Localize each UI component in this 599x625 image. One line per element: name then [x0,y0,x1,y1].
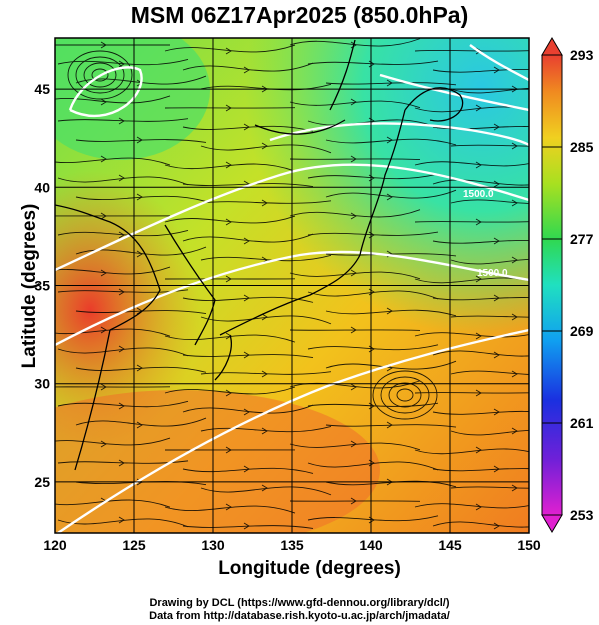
contour-label: 1500.0 [463,189,494,200]
wind-streamlines [55,38,529,530]
contour-label: 1500.0 [477,268,508,279]
colorbar: 293 285 277 269 261 253 [541,37,594,533]
y-tick-label: 25 [34,474,50,490]
x-tick-label: 130 [201,537,225,553]
credit-dcl: Drawing by DCL (https://www.gfd-dennou.o… [149,597,450,609]
geopotential-contours [55,44,529,533]
map-title: MSM 06Z17Apr2025 (850.0hPa) [130,2,469,28]
x-tick-label: 140 [359,537,383,553]
y-tick-label: 45 [34,81,50,97]
x-tick-label: 135 [280,537,304,553]
credit-data-source: Data from http://database.rish.kyoto-u.a… [149,610,450,622]
y-axis-title: Latitude (degrees) [19,203,40,369]
colorbar-tick-label: 285 [570,139,594,155]
x-tick-labels: 120 125 130 135 140 145 150 [43,537,541,553]
y-tick-label: 40 [34,179,50,195]
y-tick-labels: 25 30 35 40 45 [34,81,50,490]
y-tick-label: 35 [34,278,50,294]
coastline [55,39,464,471]
colorbar-tick-label: 261 [570,415,594,431]
colorbar-tick-label: 277 [570,231,594,247]
x-axis-title: Longitude (degrees) [218,558,401,579]
graticule [55,38,529,533]
colorbar-tick-label: 293 [570,47,594,63]
x-tick-label: 145 [438,537,462,553]
colorbar-tick-label: 253 [570,507,594,523]
x-tick-label: 125 [122,537,146,553]
y-tick-label: 30 [34,376,50,392]
x-tick-label: 150 [517,537,541,553]
plot-frame [54,37,530,534]
x-tick-label: 120 [43,537,67,553]
colorbar-tick-label: 269 [570,323,594,339]
